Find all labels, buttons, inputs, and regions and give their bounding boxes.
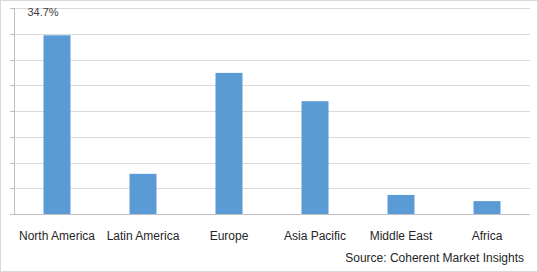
tick-mark: [10, 214, 14, 215]
x-tick-label: Asia Pacific: [284, 229, 346, 243]
tick-mark: [10, 60, 14, 61]
y-axis-line: [14, 8, 15, 214]
chart: 34.7% North America Latin America Europe Asi…: [0, 0, 538, 272]
bar: [216, 73, 243, 214]
x-tick-label: Latin America: [107, 229, 180, 243]
tick-mark: [10, 85, 14, 86]
grid-line: [14, 34, 530, 35]
tick-mark: [10, 163, 14, 164]
source: Source: Coherent Market Insights: [345, 251, 524, 265]
grid-line: [14, 163, 530, 164]
bar: [130, 174, 157, 214]
tick-mark: [10, 34, 14, 35]
grid-line: [14, 137, 530, 138]
x-tick-label: Europe: [210, 229, 249, 243]
bar: [302, 101, 329, 214]
grid-line: [14, 8, 530, 9]
grid-line: [14, 85, 530, 86]
grid-line: [14, 60, 530, 61]
x-tick-label: North America: [19, 229, 95, 243]
tick-mark: [10, 111, 14, 112]
tick-mark: [10, 8, 14, 9]
tick-mark: [10, 188, 14, 189]
grid-line: [14, 214, 530, 215]
bar: [44, 35, 71, 214]
x-tick-label: Africa: [472, 229, 503, 243]
chart-border: [1, 1, 538, 272]
x-tick-label: Middle East: [370, 229, 433, 243]
x-axis-line: [14, 214, 530, 215]
bar: [474, 201, 501, 214]
data-label: 34.7%: [27, 6, 58, 18]
bar: [388, 195, 415, 214]
bars: [44, 35, 501, 214]
grid-line: [14, 188, 530, 189]
grid-line: [14, 111, 530, 112]
tick-mark: [10, 137, 14, 138]
